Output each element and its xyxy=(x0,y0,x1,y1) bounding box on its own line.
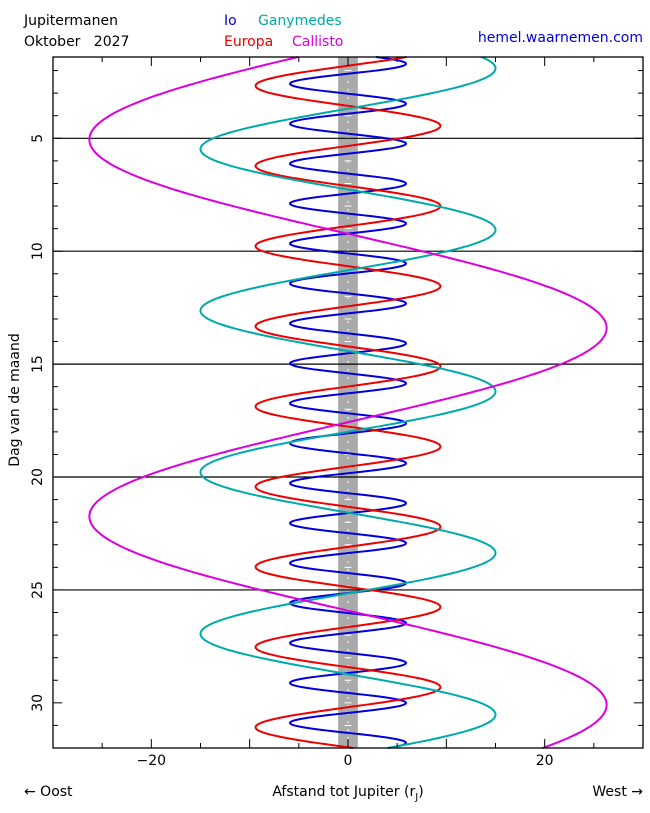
day-gridlines xyxy=(53,137,643,591)
x-tick-label: −20 xyxy=(137,753,167,769)
chart-title: Jupitermanen xyxy=(23,13,118,29)
y-tick-label: 30 xyxy=(30,694,46,712)
y-tick-label: 15 xyxy=(30,355,46,373)
x-tick-label: 20 xyxy=(536,753,554,769)
site-credit: hemel.waarnemen.com xyxy=(478,30,643,46)
x-axis-label-main: Afstand tot Jupiter (r xyxy=(272,784,415,800)
track-europa xyxy=(254,56,442,749)
track-callisto xyxy=(88,56,608,749)
y-tick-label: 25 xyxy=(30,581,46,599)
y-axis-label: Dag van de maand xyxy=(7,333,23,466)
y-tick-label: 20 xyxy=(30,468,46,486)
legend-europa: Europa xyxy=(224,34,273,50)
jupiter-band-group xyxy=(338,57,358,749)
chart-month-year: Oktober 2027 xyxy=(24,34,129,50)
x-tick-label: 0 xyxy=(344,753,353,769)
x-axis-label-close: ) xyxy=(418,784,423,800)
x-axis-label-east: ← Oost xyxy=(24,784,73,800)
axis-ticks: −20 0 20 5 10 15 20 25 30 xyxy=(30,57,644,769)
legend-callisto: Callisto xyxy=(292,34,343,50)
x-axis-label-west: West → xyxy=(592,784,643,800)
y-tick-label: 5 xyxy=(30,134,46,143)
moon-tracks xyxy=(88,56,608,749)
track-io xyxy=(288,56,408,749)
y-tick-label: 10 xyxy=(30,242,46,260)
legend-io: Io xyxy=(224,13,237,29)
x-axis-label-sub: J xyxy=(414,792,418,803)
x-axis-label: Afstand tot Jupiter (rJ) xyxy=(272,784,423,803)
track-ganymedes xyxy=(199,56,497,749)
legend-ganymedes: Ganymedes xyxy=(258,13,342,29)
